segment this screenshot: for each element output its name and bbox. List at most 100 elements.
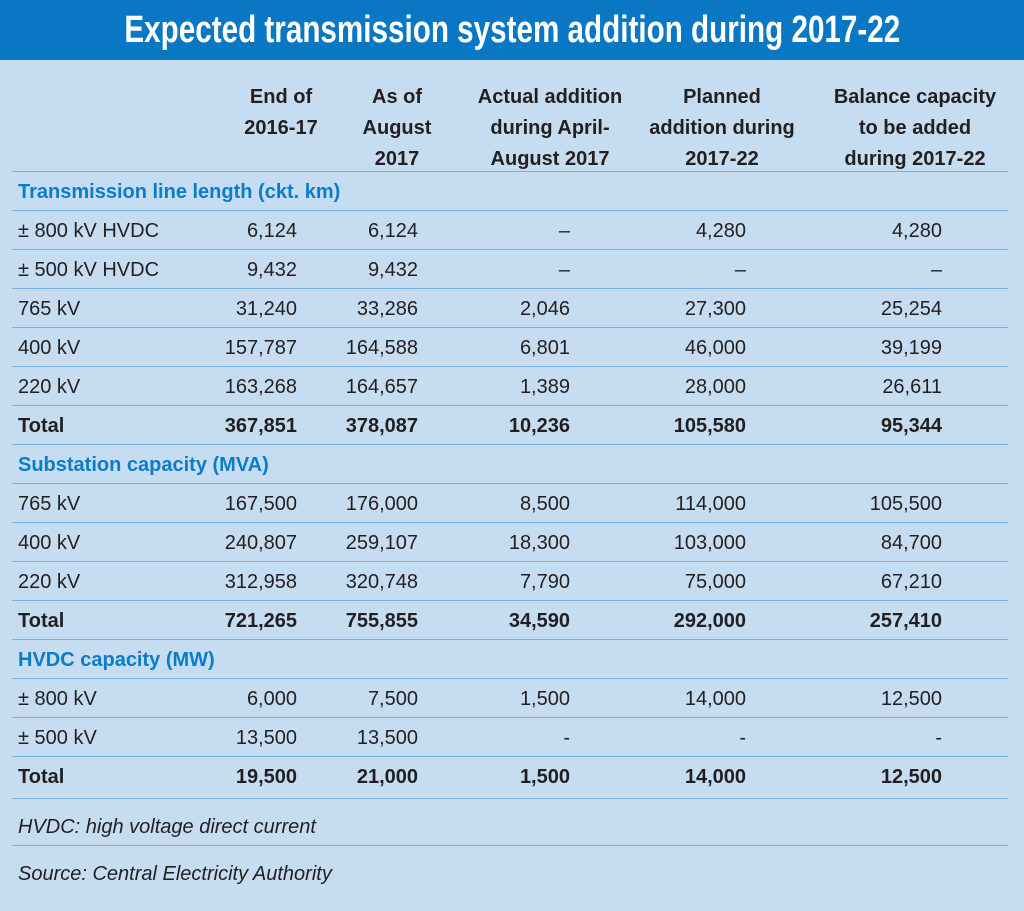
divider (12, 798, 1008, 799)
cell-value: 75,000 (684, 571, 746, 593)
column-header: Balance capacity to be added during 2017… (833, 86, 997, 170)
cell-value: – (558, 220, 570, 242)
cell-value: 9,432 (246, 259, 297, 281)
row-label: Total (18, 415, 65, 437)
section-title: Transmission line length (ckt. km) (18, 181, 341, 203)
column-header: Actual addition during April- August 201… (477, 86, 623, 170)
cell-value: - (563, 727, 570, 749)
column-header: Planned addition during 2017-22 (649, 86, 795, 170)
cell-value: 114,000 (675, 493, 746, 515)
source-note: Source: Central Electricity Authority (18, 863, 332, 885)
title-bar: Expected transmission system addition du… (0, 0, 1024, 60)
row-label: 400 kV (18, 337, 81, 359)
row-label: 765 kV (18, 493, 81, 515)
cell-value: 167,500 (224, 493, 297, 515)
row-label: ± 800 kV (18, 688, 97, 710)
cell-value: 19,500 (235, 766, 297, 788)
cell-value: 6,000 (246, 688, 297, 710)
cell-value: 164,588 (345, 337, 418, 359)
cell-value: 164,657 (345, 376, 418, 398)
cell-value: – (930, 259, 942, 281)
cell-value: – (734, 259, 746, 281)
row-label: 220 kV (18, 571, 81, 593)
cell-value: 33,286 (356, 298, 418, 320)
total-row: Total 367,851 378,087 10,236 105,580 95,344 (12, 405, 1008, 445)
cell-value: 84,700 (880, 532, 942, 554)
column-header: As of August 2017 (362, 86, 432, 170)
cell-value: 12,500 (880, 766, 942, 788)
cell-value: 8,500 (519, 493, 570, 515)
cell-value: 1,500 (519, 766, 570, 788)
cell-value: 257,410 (869, 610, 942, 632)
cell-value: – (558, 259, 570, 281)
cell-value: 240,807 (224, 532, 297, 554)
cell-value: 4,280 (695, 220, 746, 242)
table-row: 765 kV 167,500 176,000 8,500 114,000 105,500 (12, 483, 1008, 523)
cell-value: 7,500 (367, 688, 418, 710)
cell-value: 105,500 (869, 493, 942, 515)
cell-value: 4,280 (891, 220, 942, 242)
table-row: 220 kV 312,958 320,748 7,790 75,000 67,210 (12, 561, 1008, 601)
row-label: ± 500 kV (18, 727, 97, 749)
cell-value: 1,500 (519, 688, 570, 710)
cell-value: - (739, 727, 746, 749)
table-row: 220 kV 163,268 164,657 1,389 28,000 26,611 (12, 366, 1008, 406)
cell-value: 6,124 (246, 220, 297, 242)
cell-value: 27,300 (684, 298, 746, 320)
cell-value: 26,611 (882, 376, 942, 398)
cell-value: 12,500 (880, 688, 942, 710)
cell-value: 13,500 (356, 727, 418, 749)
cell-value: 157,787 (224, 337, 297, 359)
cell-value: 755,855 (345, 610, 418, 632)
column-header: End of 2016-17 (244, 86, 318, 139)
cell-value: 34,590 (508, 610, 570, 632)
cell-value: 25,254 (880, 298, 942, 320)
row-label: 220 kV (18, 376, 81, 398)
row-label: Total (18, 610, 65, 632)
row-label: ± 800 kV HVDC (18, 220, 160, 242)
row-label: 765 kV (18, 298, 81, 320)
cell-value: 6,124 (367, 220, 418, 242)
cell-value: 378,087 (345, 415, 418, 437)
cell-value: 721,265 (224, 610, 297, 632)
table-row: 765 kV 31,240 33,286 2,046 27,300 25,254 (12, 288, 1008, 328)
cell-value: 292,000 (673, 610, 746, 632)
cell-value: 367,851 (224, 415, 297, 437)
cell-value: 14,000 (684, 766, 746, 788)
cell-value: 14,000 (684, 688, 746, 710)
cell-value: 103,000 (673, 532, 746, 554)
section-header: Transmission line length (ckt. km) (12, 171, 1008, 211)
table-row: 400 kV 157,787 164,588 6,801 46,000 39,199 (12, 327, 1008, 367)
cell-value: 95,344 (880, 415, 942, 437)
page-title: Expected transmission system addition du… (124, 8, 900, 51)
cell-value: 18,300 (508, 532, 570, 554)
section-title: HVDC capacity (MW) (18, 649, 215, 671)
cell-value: 10,236 (508, 415, 570, 437)
cell-value: 6,801 (519, 337, 570, 359)
cell-value: 176,000 (345, 493, 418, 515)
cell-value: 1,389 (519, 376, 570, 398)
cell-value: 312,958 (224, 571, 297, 593)
cell-value: 21,000 (356, 766, 418, 788)
cell-value: 259,107 (345, 532, 418, 554)
row-label: ± 500 kV HVDC (18, 259, 160, 281)
cell-value: 320,748 (345, 571, 418, 593)
footnote: HVDC: high voltage direct current (18, 816, 316, 838)
table-row: ± 800 kV 6,000 7,500 1,500 14,000 12,500 (12, 678, 1008, 718)
total-row: Total 19,500 21,000 1,500 14,000 12,500 (12, 756, 1008, 796)
row-label: 400 kV (18, 532, 81, 554)
cell-value: 9,432 (367, 259, 418, 281)
cell-value: 7,790 (519, 571, 570, 593)
cell-value: 2,046 (519, 298, 570, 320)
cell-value: 13,500 (235, 727, 297, 749)
cell-value: 105,580 (673, 415, 746, 437)
cell-value: 28,000 (684, 376, 746, 398)
row-label: Total (18, 766, 65, 788)
total-row: Total 721,265 755,855 34,590 292,000 257,410 (12, 600, 1008, 640)
section-header: HVDC capacity (MW) (12, 639, 1008, 679)
cell-value: 67,210 (880, 571, 942, 593)
divider (12, 845, 1008, 846)
cell-value: 46,000 (684, 337, 746, 359)
table-row: ± 500 kV 13,500 13,500 - - - (12, 717, 1008, 757)
cell-value: - (935, 727, 942, 749)
